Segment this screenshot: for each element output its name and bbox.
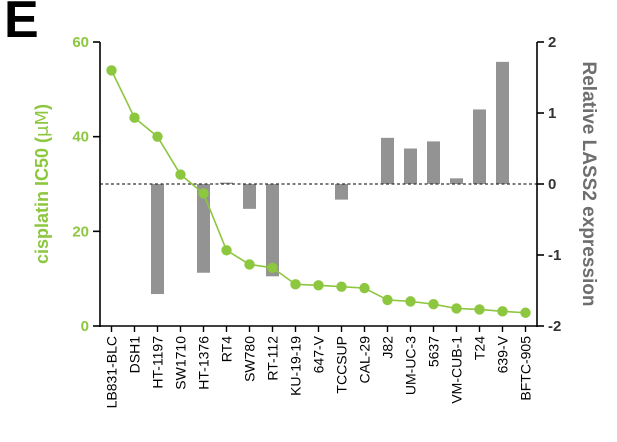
bar-UM-UC-3	[404, 148, 417, 184]
bar-VM-CUB-1	[450, 178, 463, 184]
y-left-tick-label: 60	[72, 34, 89, 51]
y-right-tick-label: 1	[548, 105, 556, 122]
bar-TCCSUP	[335, 184, 348, 200]
x-tick-label: HT-1197	[150, 336, 166, 389]
ic50-point-SW780	[244, 259, 255, 270]
bar-639-V	[496, 61, 509, 184]
bar-J82	[381, 137, 394, 184]
line-series	[106, 65, 531, 318]
x-tick-label: 647-V	[311, 335, 327, 373]
x-tick-label: 639-V	[495, 335, 511, 373]
x-tick-label: BFTC-905	[518, 336, 534, 401]
ic50-point-VM-CUB-1	[451, 303, 462, 314]
x-tick-label: 5637	[426, 336, 442, 367]
ic50-point-BFTC-905	[520, 307, 531, 318]
ic50-point-LB831-BLC	[106, 65, 117, 76]
ic50-point-T24	[474, 304, 485, 315]
ic50-point-RT-112	[267, 262, 278, 273]
ic50-point-5637	[428, 299, 439, 310]
y-right-axis-title: Relative LASS2 expression	[578, 62, 599, 307]
bar-series	[151, 61, 509, 295]
y-right-tick-label: 2	[548, 34, 556, 51]
ic50-point-RT4	[221, 245, 232, 256]
ic50-point-DSH1	[129, 112, 140, 123]
ic50-point-UM-UC-3	[405, 296, 416, 307]
bar-RT4	[220, 182, 233, 184]
y-left-tick-label: 0	[81, 318, 89, 335]
bar-SW780	[243, 184, 256, 209]
x-tick-label: KU-19-19	[288, 336, 304, 396]
ic50-point-SW1710	[175, 169, 186, 180]
x-tick-label: RT4	[219, 336, 235, 362]
x-tick-label: SW780	[242, 336, 258, 382]
x-tick-label: HT-1376	[196, 336, 212, 390]
ic50-point-TCCSUP	[336, 281, 347, 292]
panel-label: E	[4, 0, 39, 49]
axis-labels: cisplatin IC50 (μM) Relative LASS2 expres…	[32, 62, 599, 307]
x-tick-label: LB831-BLC	[104, 336, 120, 408]
y-right-tick-label: 0	[548, 176, 556, 193]
x-tick-label: CAL-29	[357, 336, 373, 384]
ic50-point-CAL-29	[359, 282, 370, 294]
x-tick-label: DSH1	[127, 336, 143, 374]
x-tick-label: UM-UC-3	[403, 336, 419, 395]
ic50-point-HT-1197	[152, 131, 163, 142]
bar-RT-112	[266, 184, 279, 277]
bar-HT-1376	[197, 184, 210, 273]
ic50-line	[110, 70, 526, 314]
x-tick-label: T24	[472, 336, 488, 360]
x-tick-label: RT-112	[265, 336, 281, 381]
x-tick-label: TCCSUP	[334, 336, 350, 394]
bar-T24	[473, 109, 486, 184]
axes: 0 20 40 60 -2 -1 0 1 2 LB831-BLC DSH1 HT-1197 SW1710…	[72, 34, 561, 408]
ic50-point-J82	[382, 294, 393, 306]
y-left-axis-title: cisplatin IC50 (μM)	[32, 104, 53, 264]
ic50-point-KU-19-19	[290, 279, 301, 290]
bar-5637	[427, 141, 440, 184]
ic50-point-HT-1376	[198, 188, 209, 199]
y-right-tick-label: -1	[548, 247, 561, 264]
ic50-point-639-V	[497, 306, 508, 317]
x-tick-label: J82	[380, 336, 396, 359]
y-left-tick-label: 40	[72, 129, 89, 146]
x-tick-label: SW1710	[173, 336, 189, 390]
ic50-point-647-V	[313, 280, 324, 291]
y-left-tick-label: 20	[72, 223, 89, 240]
x-tick-label: VM-CUB-1	[449, 336, 465, 404]
y-right-tick-label: -2	[548, 318, 561, 335]
bar-HT-1197	[151, 184, 164, 295]
